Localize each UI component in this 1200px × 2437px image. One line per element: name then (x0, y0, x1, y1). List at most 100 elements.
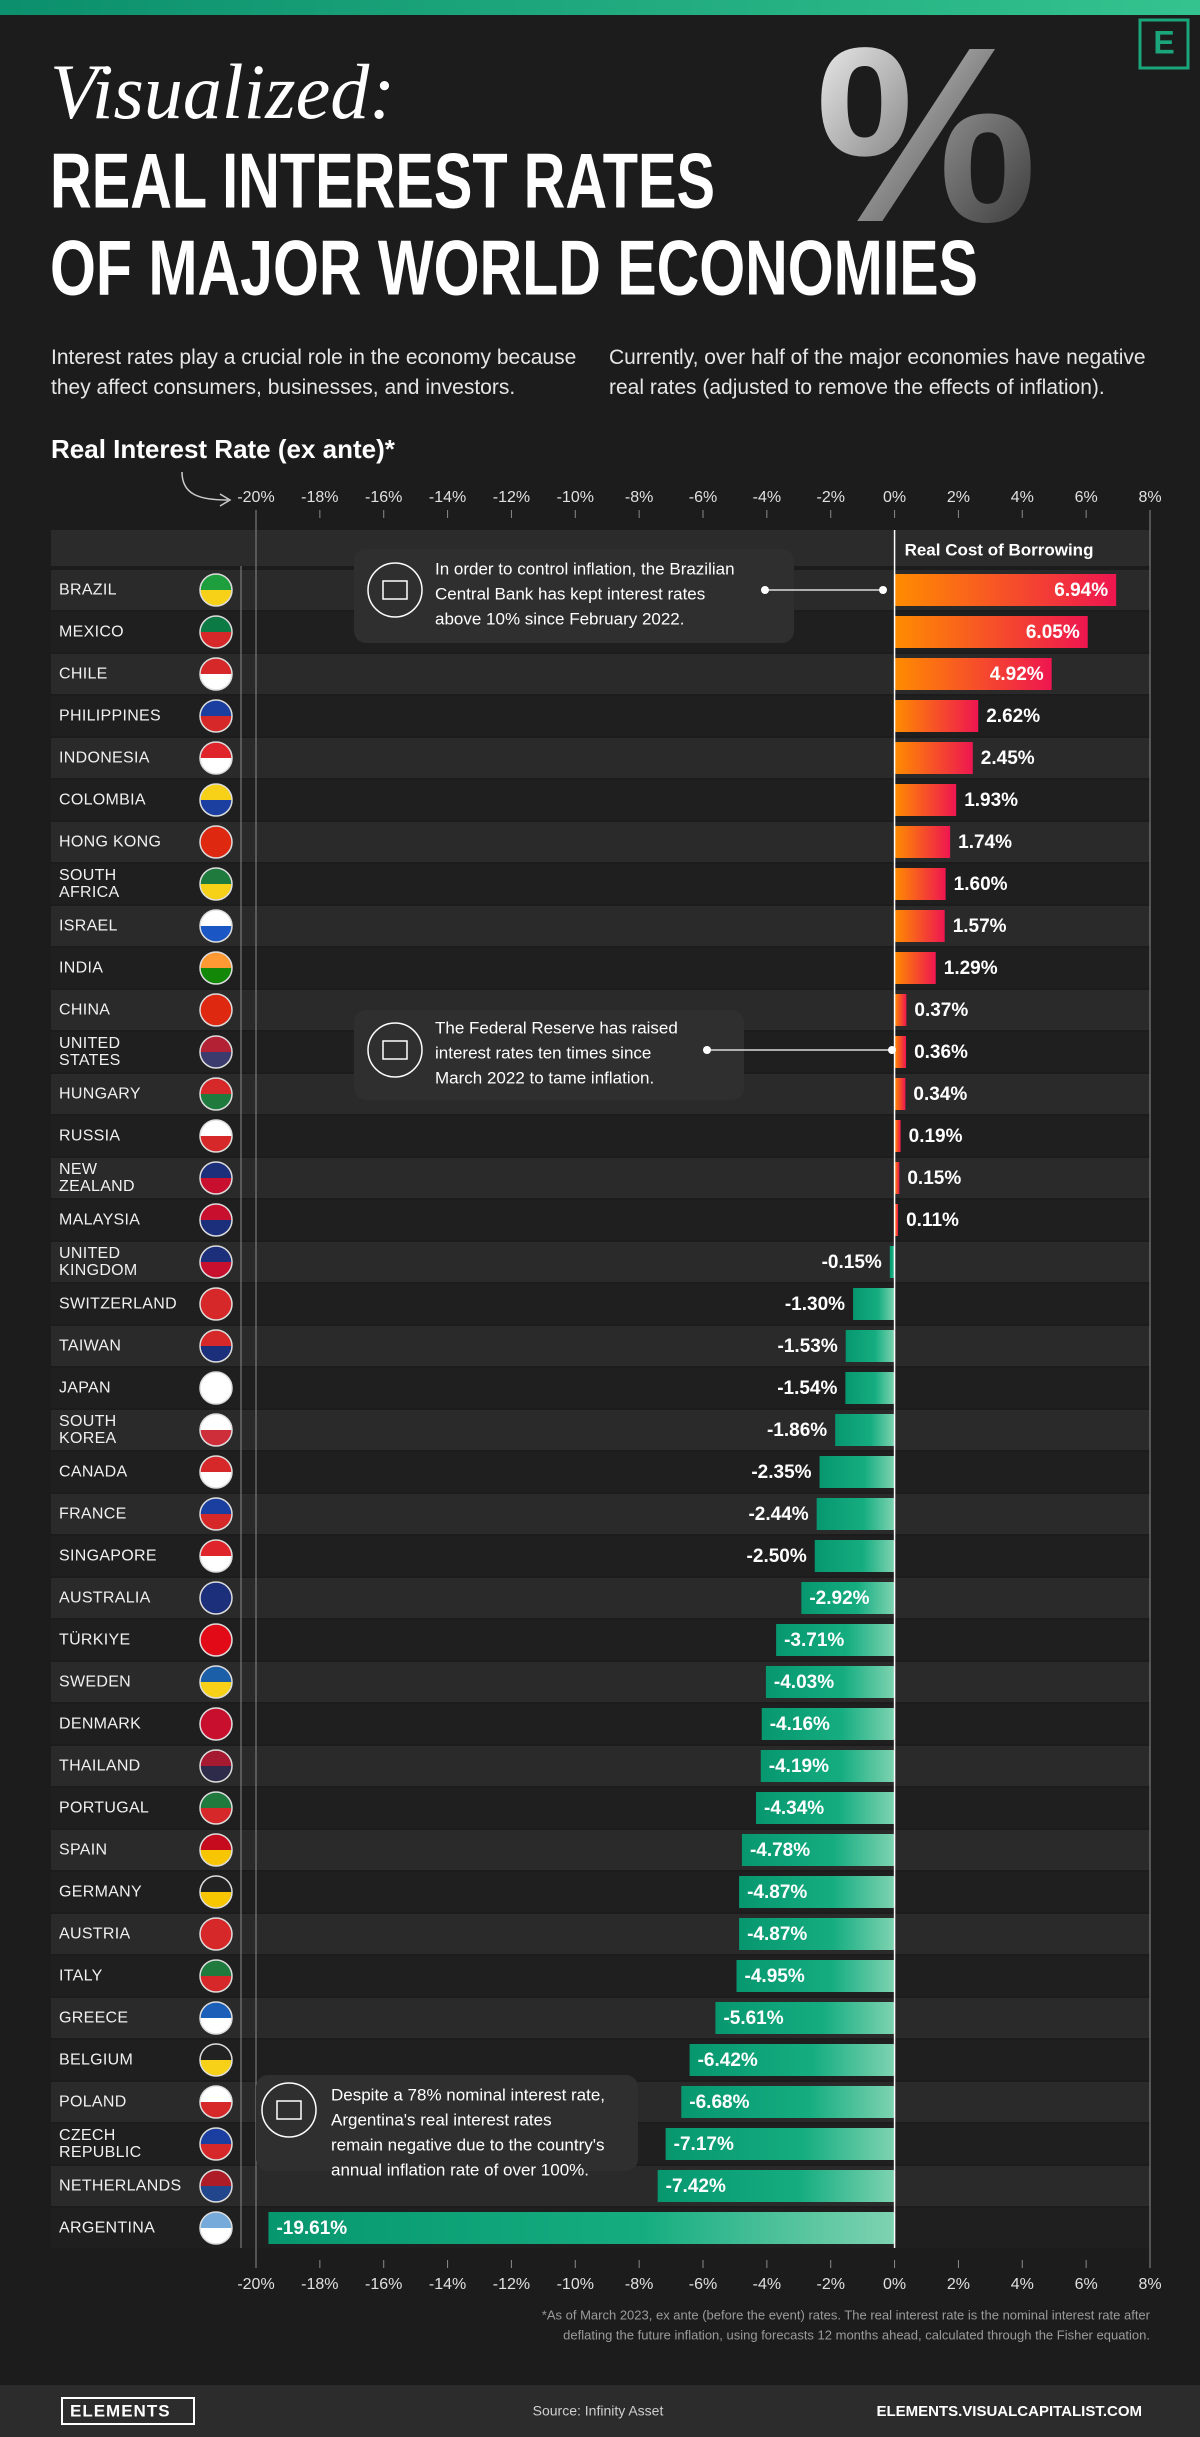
flag-top (200, 1414, 232, 1430)
bar (765, 1666, 895, 1698)
flag-ring (199, 1245, 233, 1279)
annotation-text: The Federal Reserve has raised (435, 1018, 678, 1037)
value-label: -6.68% (689, 2092, 749, 2113)
annotation-text: In order to control inflation, the Brazi… (435, 559, 735, 578)
label-arrow (181, 471, 229, 501)
category-label: DENMARK (59, 1715, 142, 1733)
flag-top (200, 658, 232, 674)
row-band (51, 1326, 1150, 1366)
flag-top (200, 910, 232, 926)
bar (889, 1246, 895, 1278)
value-label: 6.94% (1054, 580, 1108, 601)
flag-top (200, 1162, 232, 1178)
value-label: -4.87% (747, 1924, 807, 1945)
flag-top (200, 742, 232, 758)
flag-ring (199, 1413, 233, 1447)
row-band (51, 780, 1150, 820)
flag-bottom (200, 590, 232, 606)
flag-top (200, 2002, 232, 2018)
annotation-dot (703, 1046, 711, 1054)
flag-bottom (200, 1052, 232, 1068)
flag-bottom (200, 884, 232, 900)
row-band (51, 1998, 1150, 2038)
x-tick-label: -12% (493, 2276, 530, 2293)
category-label: TAIWAN (59, 1337, 122, 1355)
flag-ring (199, 1203, 233, 1237)
category-label: SINGAPORE (59, 1547, 157, 1565)
value-label: 1.57% (953, 916, 1007, 937)
flag-bottom (200, 758, 232, 774)
category-label: GREECE (59, 2009, 129, 2027)
flag-ring (199, 1455, 233, 1489)
x-tick-label: 2% (947, 2276, 970, 2293)
row-band (51, 1704, 1150, 1744)
row-band (51, 1914, 1150, 1954)
flag-ring (199, 657, 233, 691)
row-band (51, 864, 1150, 904)
x-tick-label: -8% (625, 2276, 653, 2293)
flag-top (200, 1288, 232, 1304)
bar (756, 1792, 895, 1824)
value-label: 1.74% (958, 832, 1012, 853)
subtitle: Interest rates play a crucial role in th… (51, 346, 577, 399)
flag-top (200, 1246, 232, 1262)
flag-ring (199, 1959, 233, 1993)
row-band (51, 822, 1150, 862)
flag-bottom (200, 1976, 232, 1992)
bar (665, 2128, 895, 2160)
flag-top (200, 1078, 232, 1094)
flag-top (200, 826, 232, 842)
flag-ring (199, 1791, 233, 1825)
flag-top (200, 1708, 232, 1724)
flag-bottom (200, 1220, 232, 1236)
category-label: PHILIPPINES (59, 707, 162, 725)
category-label: MALAYSIA (59, 1211, 141, 1229)
annotation-text: above 10% since February 2022. (435, 609, 685, 628)
category-label: CZECH REPUBLIC (59, 2127, 142, 2161)
value-label: 2.62% (986, 706, 1040, 727)
flag-top (200, 2128, 232, 2144)
value-label: -2.92% (809, 1588, 869, 1609)
row-band (51, 1116, 1150, 1156)
x-tick-label: -20% (237, 2276, 274, 2293)
value-label: -7.42% (666, 2176, 726, 2197)
flag-top (200, 2086, 232, 2102)
bar (894, 700, 979, 732)
bar (741, 1834, 895, 1866)
annotation-icon (367, 1022, 423, 1078)
category-label: AUSTRALIA (59, 1589, 151, 1607)
flag-bottom (200, 1892, 232, 1908)
flag-bottom (200, 1766, 232, 1782)
value-label: 6.05% (1026, 622, 1080, 643)
flag-top (200, 1918, 232, 1934)
flag-bottom (200, 1682, 232, 1698)
bar (894, 1036, 907, 1068)
flag-bottom (200, 2060, 232, 2076)
category-label: ARGENTINA (59, 2219, 156, 2237)
flag-top (200, 1624, 232, 1640)
value-label: 0.36% (914, 1042, 968, 1063)
annotation-text: Argentina's real interest rates (331, 2110, 552, 2129)
value-label: -2.50% (747, 1546, 807, 1567)
flag-top (200, 1456, 232, 1472)
x-tick-label: -12% (493, 489, 530, 506)
flag-bottom (200, 716, 232, 732)
flag-top (200, 2044, 232, 2060)
annotation-icon-glyph (276, 2100, 302, 2120)
x-tick-label: -14% (429, 2276, 466, 2293)
flag-bottom (200, 1640, 232, 1656)
flag-ring (199, 2001, 233, 2035)
flag-top (200, 1330, 232, 1346)
bar (816, 1498, 895, 1530)
bar (776, 1624, 895, 1656)
row-band (51, 1200, 1150, 1240)
category-label: THAILAND (59, 1757, 141, 1775)
value-label: 1.93% (964, 790, 1018, 811)
row-band (51, 1620, 1150, 1660)
annotation-box (354, 1010, 744, 1100)
annotation-text: remain negative due to the country's (331, 2135, 605, 2154)
flag-ring (199, 1161, 233, 1195)
x-tick-label: 6% (1075, 489, 1098, 506)
flag-bottom (200, 1136, 232, 1152)
flag-bottom (200, 1514, 232, 1530)
